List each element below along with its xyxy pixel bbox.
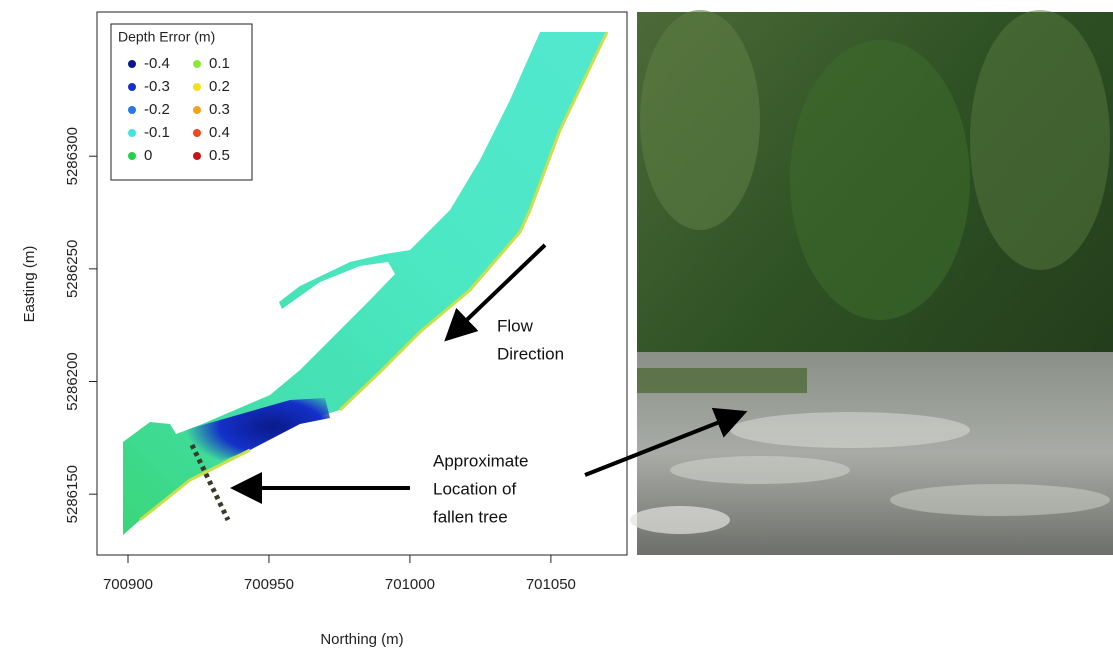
- legend-label: 0.1: [209, 55, 230, 72]
- y-tick-label: 5286250: [64, 240, 81, 298]
- photo: [630, 10, 1113, 555]
- legend-marker: [128, 60, 136, 68]
- legend-label: -0.2: [144, 101, 170, 118]
- y-axis-title: Easting (m): [21, 246, 38, 323]
- figure: Northing (m) Easting (m) Depth Error (m)…: [0, 0, 1113, 653]
- legend-label: 0.3: [209, 101, 230, 118]
- legend-marker: [193, 152, 201, 160]
- legend-marker: [128, 129, 136, 137]
- annotation: Location of: [433, 479, 516, 498]
- legend-label: 0.2: [209, 78, 230, 95]
- annotation: Flow: [497, 316, 534, 335]
- legend-marker: [128, 83, 136, 91]
- legend-label: -0.4: [144, 55, 170, 72]
- legend-label: 0.4: [209, 124, 230, 141]
- x-tick-label: 700900: [103, 576, 153, 593]
- legend-label: -0.1: [144, 124, 170, 141]
- x-tick-label: 701000: [385, 576, 435, 593]
- annotation: Direction: [497, 344, 564, 363]
- page: {"chart_data": {"type": "map", "x_label"…: [0, 0, 1113, 653]
- legend-label: -0.3: [144, 78, 170, 95]
- annotation: Approximate: [433, 451, 528, 470]
- y-tick-label: 5286150: [64, 465, 81, 523]
- annotation: fallen tree: [433, 507, 508, 526]
- legend-label: 0.5: [209, 147, 230, 164]
- legend-marker: [193, 83, 201, 91]
- x-axis-title: Northing (m): [320, 631, 403, 648]
- legend-title: Depth Error (m): [118, 29, 215, 45]
- legend-marker: [128, 152, 136, 160]
- legend-marker: [193, 106, 201, 114]
- x-tick-label: 700950: [244, 576, 294, 593]
- legend-marker: [128, 106, 136, 114]
- x-tick-label: 701050: [526, 576, 576, 593]
- legend-marker: [193, 60, 201, 68]
- legend-label: 0: [144, 147, 152, 164]
- y-tick-label: 5286300: [64, 127, 81, 185]
- legend-marker: [193, 129, 201, 137]
- y-tick-label: 5286200: [64, 352, 81, 410]
